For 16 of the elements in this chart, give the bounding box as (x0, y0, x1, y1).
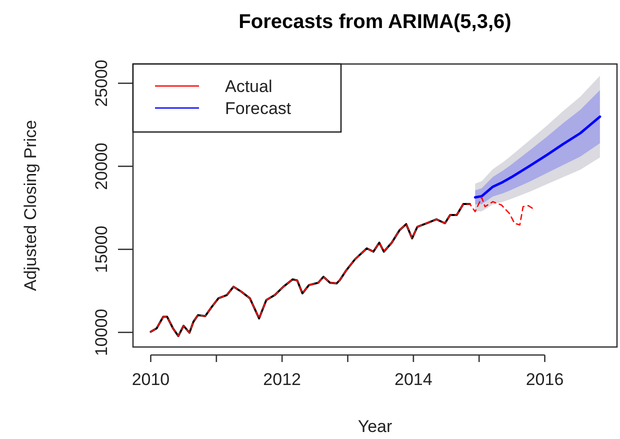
y-tick-label: 15000 (92, 226, 111, 273)
y-tick-label: 10000 (92, 308, 111, 356)
legend-label: Actual (225, 77, 272, 96)
line-series (474, 115, 602, 199)
x-tick-label: 2010 (132, 370, 170, 389)
x-axis-title: Year (358, 417, 393, 436)
x-tick-label: 2014 (394, 370, 432, 389)
legend-label: Forecast (225, 99, 292, 118)
x-tick-label: 2016 (526, 370, 564, 389)
line-series (150, 203, 471, 338)
y-tick-label: 25000 (92, 60, 111, 107)
x-tick-label: 2012 (263, 370, 301, 389)
y-axis-title: Adjusted Closing Price (21, 120, 40, 292)
line-series (150, 196, 534, 337)
chart-title: Forecasts from ARIMA(5,3,6) (238, 11, 512, 33)
y-tick-label: 20000 (92, 142, 111, 190)
